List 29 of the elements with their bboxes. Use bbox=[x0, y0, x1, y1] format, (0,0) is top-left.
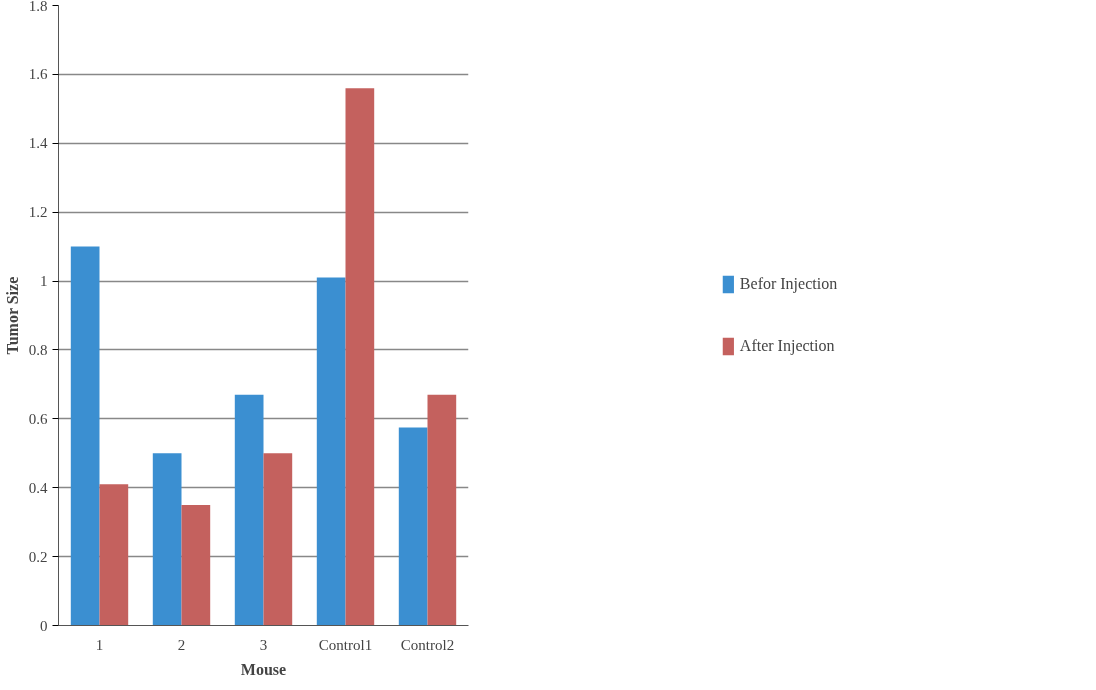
bar bbox=[427, 394, 457, 626]
y-tick-label: 1.8 bbox=[28, 0, 48, 14]
y-tick-label: 1.2 bbox=[28, 204, 48, 221]
bar bbox=[398, 427, 428, 626]
x-tick-label: 3 bbox=[259, 636, 268, 653]
y-tick-label: 0.6 bbox=[28, 410, 48, 427]
x-tick-label: 1 bbox=[95, 636, 104, 653]
bar bbox=[263, 453, 293, 626]
y-tick-label: 1.4 bbox=[28, 135, 48, 152]
x-axis-title: Mouse bbox=[240, 660, 287, 678]
y-tick-label: 0 bbox=[40, 617, 48, 634]
y-tick-label: 0.8 bbox=[28, 341, 48, 358]
bar bbox=[234, 394, 264, 626]
x-tick-label: 2 bbox=[177, 636, 186, 653]
legend-label: After Injection bbox=[739, 337, 835, 355]
bar bbox=[345, 88, 375, 626]
x-tick-label: Control2 bbox=[400, 636, 455, 653]
bar bbox=[316, 277, 346, 626]
y-tick-label: 0.2 bbox=[28, 548, 48, 565]
y-tick-label: 0.4 bbox=[28, 479, 48, 496]
x-tick-label: Control1 bbox=[318, 636, 373, 653]
bar bbox=[152, 453, 182, 626]
bar bbox=[70, 246, 100, 626]
bar bbox=[99, 484, 129, 626]
y-tick-label: 1 bbox=[40, 273, 48, 290]
bar bbox=[181, 504, 211, 626]
y-tick-label: 1.6 bbox=[28, 66, 48, 83]
y-axis-title: Tumor Size bbox=[3, 276, 21, 355]
legend-label: Befor Injection bbox=[739, 275, 838, 293]
